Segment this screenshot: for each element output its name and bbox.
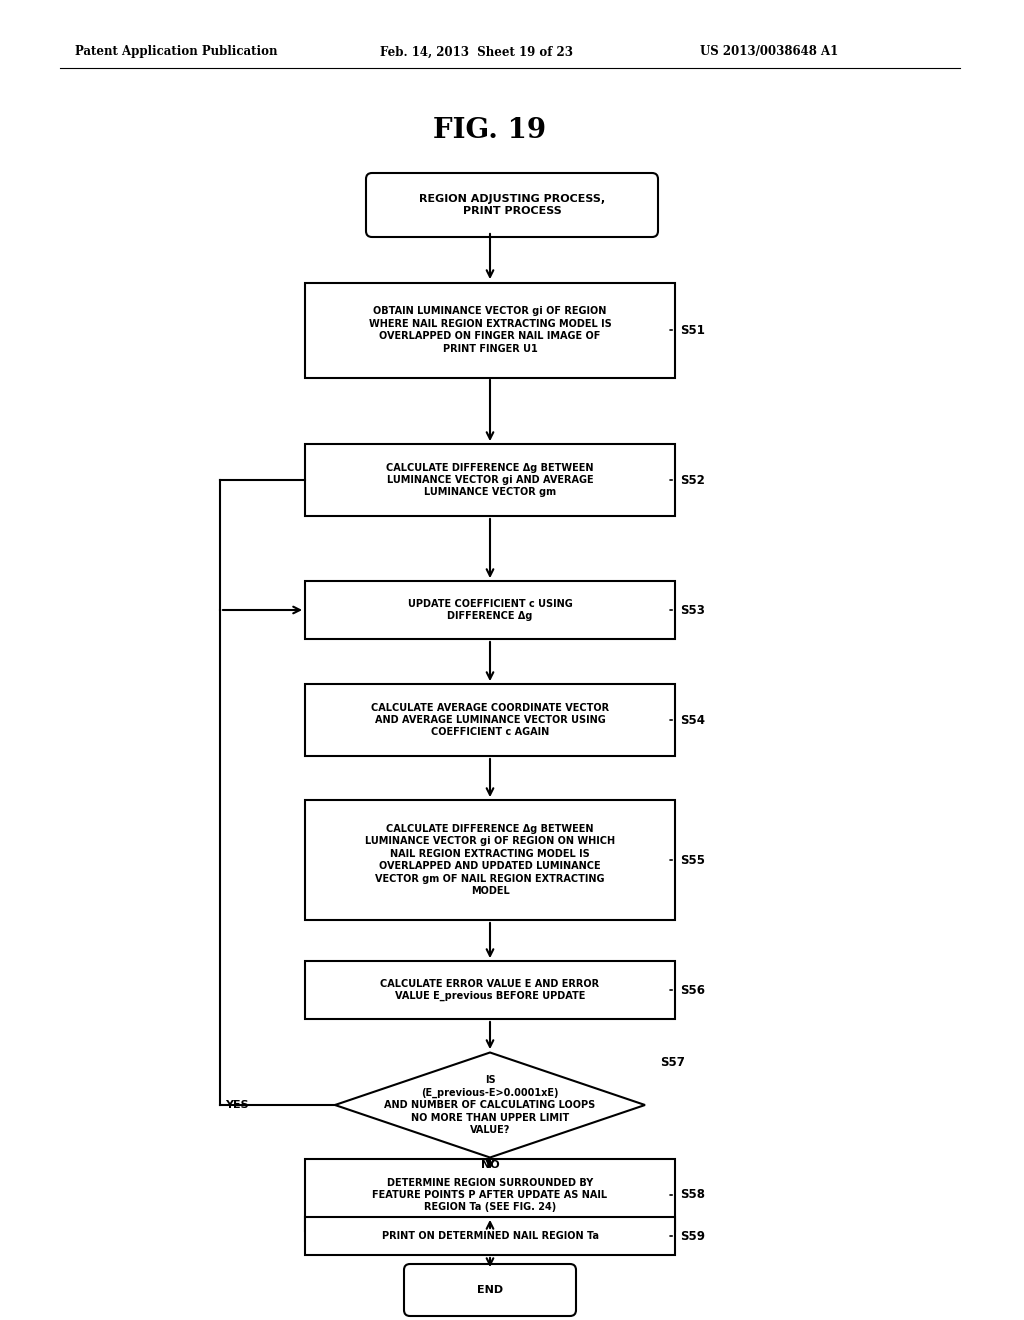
Bar (305, 581, 675, 639)
Text: S53: S53 (680, 603, 705, 616)
Bar (305, 1159, 675, 1232)
Text: END: END (477, 1284, 503, 1295)
Text: YES: YES (225, 1100, 249, 1110)
Text: US 2013/0038648 A1: US 2013/0038648 A1 (700, 45, 839, 58)
Text: CALCULATE ERROR VALUE E AND ERROR
VALUE E_previous BEFORE UPDATE: CALCULATE ERROR VALUE E AND ERROR VALUE … (381, 978, 600, 1002)
Text: FIG. 19: FIG. 19 (433, 116, 547, 144)
Text: S52: S52 (680, 474, 705, 487)
Text: CALCULATE DIFFERENCE Δg BETWEEN
LUMINANCE VECTOR gi AND AVERAGE
LUMINANCE VECTOR: CALCULATE DIFFERENCE Δg BETWEEN LUMINANC… (386, 462, 594, 498)
Text: S59: S59 (680, 1229, 705, 1242)
Text: S58: S58 (680, 1188, 705, 1201)
Text: REGION ADJUSTING PROCESS,
PRINT PROCESS: REGION ADJUSTING PROCESS, PRINT PROCESS (419, 194, 605, 216)
Text: UPDATE COEFFICIENT c USING
DIFFERENCE Δg: UPDATE COEFFICIENT c USING DIFFERENCE Δg (408, 599, 572, 622)
Text: S57: S57 (660, 1056, 685, 1069)
Text: CALCULATE DIFFERENCE Δg BETWEEN
LUMINANCE VECTOR gi OF REGION ON WHICH
NAIL REGI: CALCULATE DIFFERENCE Δg BETWEEN LUMINANC… (365, 824, 615, 896)
Text: CALCULATE AVERAGE COORDINATE VECTOR
AND AVERAGE LUMINANCE VECTOR USING
COEFFICIE: CALCULATE AVERAGE COORDINATE VECTOR AND … (371, 702, 609, 738)
Bar (305, 444, 675, 516)
Text: DETERMINE REGION SURROUNDED BY
FEATURE POINTS P AFTER UPDATE AS NAIL
REGION Ta (: DETERMINE REGION SURROUNDED BY FEATURE P… (373, 1177, 607, 1212)
Polygon shape (335, 1052, 645, 1158)
Text: IS
(E_previous-E>0.0001xE)
AND NUMBER OF CALCULATING LOOPS
NO MORE THAN UPPER LI: IS (E_previous-E>0.0001xE) AND NUMBER OF… (384, 1074, 596, 1135)
FancyBboxPatch shape (366, 173, 658, 238)
Text: S56: S56 (680, 983, 705, 997)
FancyBboxPatch shape (404, 1265, 575, 1316)
Text: S51: S51 (680, 323, 705, 337)
Text: Patent Application Publication: Patent Application Publication (75, 45, 278, 58)
Bar (305, 961, 675, 1019)
Bar (305, 282, 675, 378)
Bar (305, 1217, 675, 1255)
Text: PRINT ON DETERMINED NAIL REGION Ta: PRINT ON DETERMINED NAIL REGION Ta (382, 1232, 598, 1241)
Text: S54: S54 (680, 714, 705, 726)
Bar (305, 684, 675, 756)
Text: NO: NO (480, 1160, 500, 1170)
Text: S55: S55 (680, 854, 705, 866)
Text: OBTAIN LUMINANCE VECTOR gi OF REGION
WHERE NAIL REGION EXTRACTING MODEL IS
OVERL: OBTAIN LUMINANCE VECTOR gi OF REGION WHE… (369, 306, 611, 354)
Text: Feb. 14, 2013  Sheet 19 of 23: Feb. 14, 2013 Sheet 19 of 23 (380, 45, 573, 58)
Bar (305, 800, 675, 920)
